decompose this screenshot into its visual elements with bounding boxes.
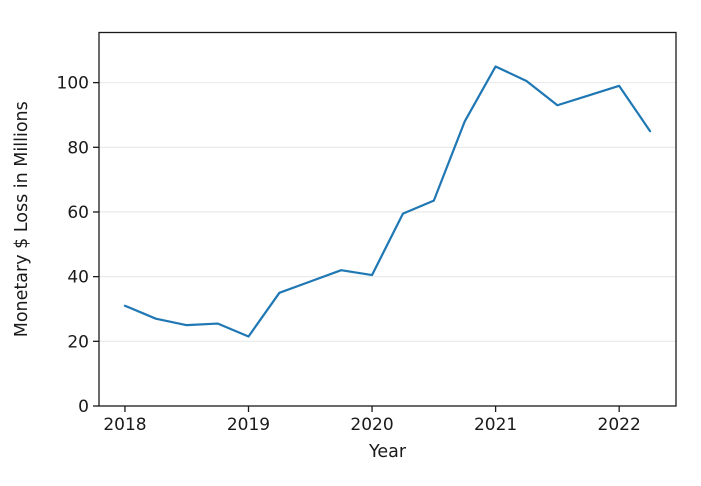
plot-border xyxy=(98,31,677,407)
x-tick-label: 2018 xyxy=(103,415,146,435)
x-tick-label: 2019 xyxy=(227,415,270,435)
data-line-monetary-loss xyxy=(123,65,652,338)
tick-labels: 0 20 40 60 80 100 2018 2019 2020 2021 2022 xyxy=(57,74,641,435)
y-axis-title: Monetary $ Loss in Millions xyxy=(12,101,32,337)
y-tick-label: 20 xyxy=(67,332,89,352)
y-tick-label: 80 xyxy=(67,138,89,158)
x-tick-label: 2021 xyxy=(474,415,517,435)
y-tick-label: 40 xyxy=(67,268,89,288)
x-tick-label: 2022 xyxy=(598,415,641,435)
y-tick-label: 0 xyxy=(78,397,89,417)
axis-ticks xyxy=(93,81,620,412)
y-tick-label: 100 xyxy=(57,74,89,94)
x-tick-label: 2020 xyxy=(350,415,393,435)
gridlines xyxy=(99,82,676,342)
x-axis-title: Year xyxy=(368,442,407,462)
y-tick-label: 60 xyxy=(67,203,89,223)
